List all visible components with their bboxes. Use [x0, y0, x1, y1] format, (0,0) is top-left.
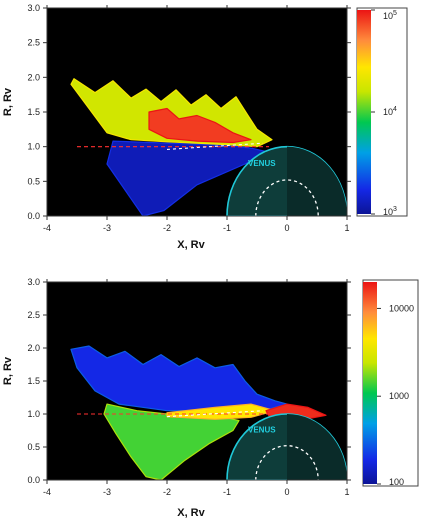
density-region-1 [106, 140, 270, 216]
y-tick-label: 2.5 [27, 310, 40, 320]
y-tick-label: 1.0 [27, 142, 40, 152]
reference-line-white [166, 142, 264, 150]
planet-label: VENUS [248, 425, 276, 434]
colorbar [363, 282, 377, 484]
colorbar-tick-label: 100 [389, 477, 404, 487]
inner-dashed-circle [255, 179, 319, 216]
y-tick-label: 0.5 [27, 176, 40, 186]
y-tick-label: 0.5 [27, 442, 40, 452]
y-tick-label: 3.0 [27, 3, 40, 13]
x-tick-label: -4 [43, 223, 51, 233]
x-tick-label: -1 [223, 487, 231, 497]
x-tick-label: 0 [284, 223, 289, 233]
reference-line-white [166, 410, 264, 418]
y-tick-label: 2.0 [27, 343, 40, 353]
planet-dayside [287, 414, 347, 480]
planet-label: VENUS [248, 159, 276, 168]
inner-dashed-circle [255, 445, 319, 480]
y-tick-label: 1.5 [27, 376, 40, 386]
colorbar-tick-label: 103 [383, 206, 397, 217]
x-tick-label: -2 [163, 223, 171, 233]
y-tick-label: 0.0 [27, 475, 40, 485]
x-axis-label: X, Rv [177, 239, 205, 251]
panel-2: VENUS -4 -3 -2 -1 0 1 0.0 0.5 1.0 1.5 2.0 2.5 3.0 X, R… [2, 277, 419, 519]
y-axis-label: R, Rv [2, 356, 14, 385]
density-region-3 [148, 107, 252, 144]
panel-1: VENUS -4 -3 -2 -1 0 1 0.0 0.5 1.0 1.5 2.0 2.5 3.0 X, R… [2, 3, 408, 251]
x-tick-label: -2 [163, 487, 171, 497]
colorbar-tick-label: 1000 [389, 391, 409, 401]
x-tick-label: -3 [103, 487, 111, 497]
y-tick-label: 1.0 [27, 409, 40, 419]
y-tick-label: 0.0 [27, 211, 40, 221]
y-tick-label: 2.0 [27, 72, 40, 82]
x-tick-label: -3 [103, 223, 111, 233]
y-axis-label: R, Rv [2, 87, 14, 116]
x-axis-label: X, Rv [177, 507, 205, 519]
colorbar [357, 10, 371, 214]
density-region-1 [70, 345, 288, 412]
y-tick-label: 3.0 [27, 277, 40, 287]
colorbar-tick-label: 10000 [389, 303, 414, 313]
x-tick-label: -4 [43, 487, 51, 497]
x-tick-label: 1 [344, 223, 349, 233]
y-tick-label: 2.5 [27, 38, 40, 48]
x-tick-label: 1 [344, 487, 349, 497]
x-tick-label: 0 [284, 487, 289, 497]
colorbar-tick-label: 104 [383, 106, 397, 117]
y-tick-label: 1.5 [27, 107, 40, 117]
x-tick-label: -1 [223, 223, 231, 233]
planet-dayside [287, 146, 347, 216]
colorbar-tick-label: 105 [383, 10, 397, 21]
